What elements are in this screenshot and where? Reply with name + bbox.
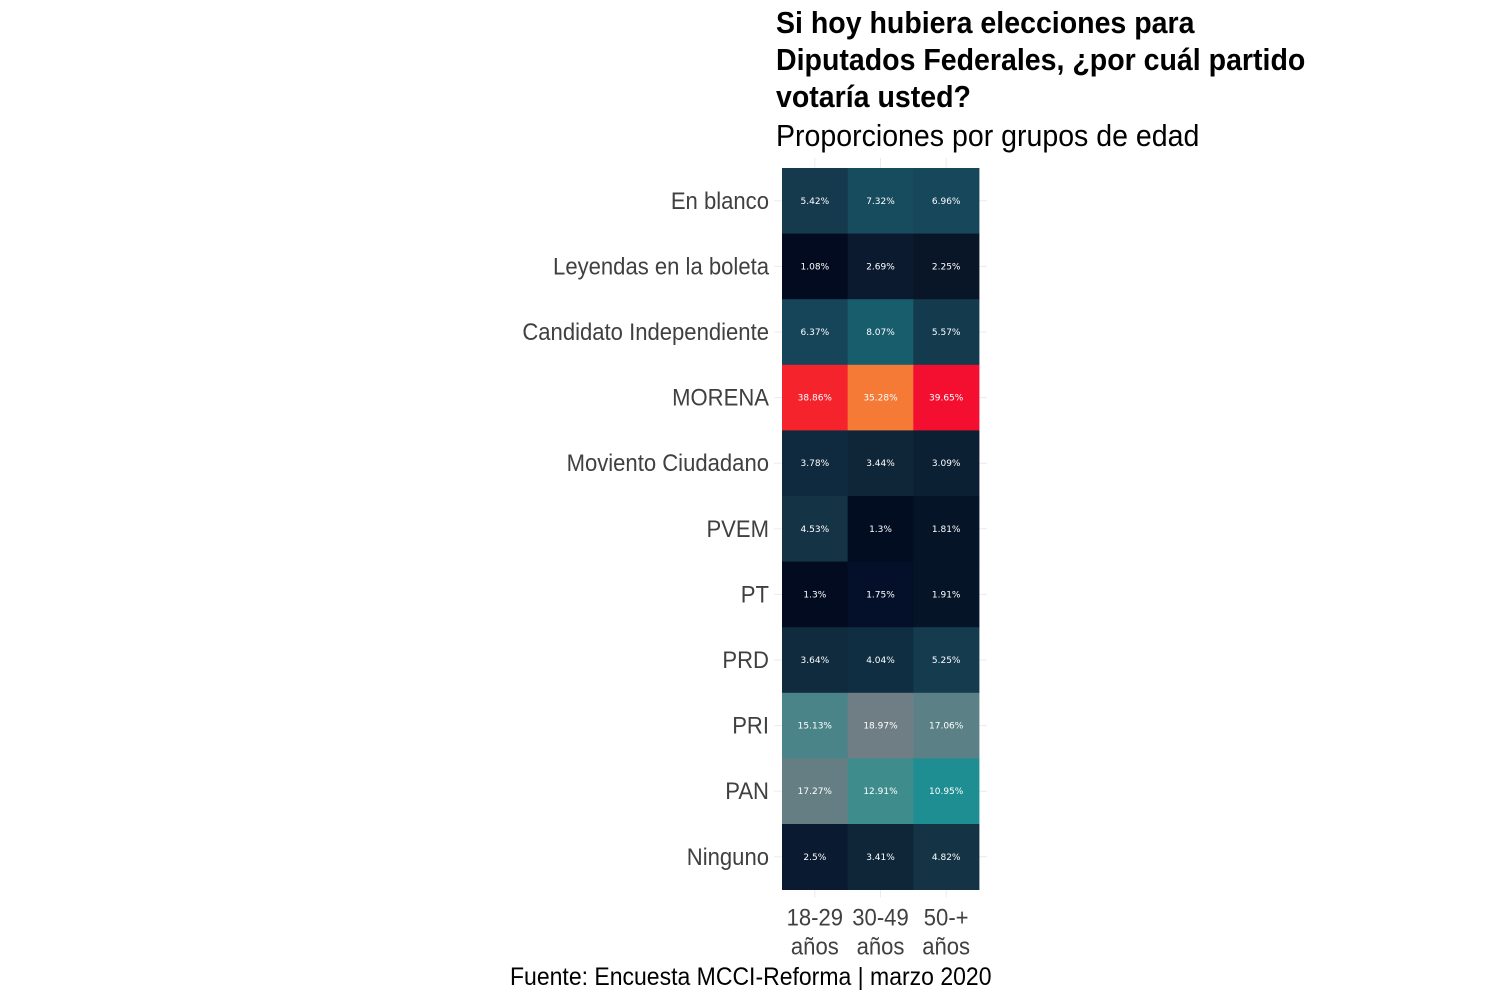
- y-axis-label: Leyendas en la boleta: [553, 253, 769, 280]
- y-axis-label: PRD: [722, 646, 769, 673]
- heatmap-cell: [782, 299, 849, 366]
- cell-value-label: 10.95%: [929, 787, 964, 797]
- cell-value-label: 6.37%: [801, 328, 830, 338]
- heatmap-cell: [847, 824, 914, 890]
- heatmap-cell: [782, 364, 849, 431]
- cell-value-label: 5.57%: [932, 328, 961, 338]
- cell-value-label: 7.32%: [866, 197, 895, 207]
- y-axis-label: MORENA: [672, 384, 769, 411]
- cell-value-label: 3.78%: [801, 459, 830, 469]
- heatmap-cell: [782, 692, 849, 759]
- y-axis-label: Moviento Ciudadano: [567, 449, 769, 476]
- x-axis-label: años: [791, 933, 839, 960]
- x-axis-label: 50-+: [924, 904, 969, 931]
- heatmap-cell: [847, 692, 914, 759]
- cell-value-label: 3.41%: [866, 853, 895, 863]
- chart-subtitle: Proporciones por grupos de edad: [776, 118, 1200, 153]
- cell-value-label: 4.53%: [801, 525, 830, 535]
- cell-value-label: 1.3%: [803, 590, 826, 600]
- cell-value-label: 15.13%: [798, 722, 833, 732]
- heatmap-cell: [782, 627, 849, 694]
- y-axis-label: PVEM: [706, 515, 769, 542]
- heatmap-cell: [782, 233, 849, 300]
- y-axis-label: PRI: [732, 712, 769, 739]
- heatmap-cell: [913, 430, 980, 497]
- heatmap-cell: [913, 692, 980, 759]
- heatmap-cell: [913, 824, 980, 890]
- heatmap-cell: [847, 561, 914, 628]
- cell-value-label: 1.75%: [866, 590, 895, 600]
- cell-value-label: 1.81%: [932, 525, 961, 535]
- heatmap-cell: [782, 496, 849, 562]
- heatmap-cell: [782, 758, 849, 825]
- heatmap-cell: [847, 430, 914, 497]
- heatmap-cell: [847, 627, 914, 694]
- cell-value-label: 35.28%: [863, 394, 898, 404]
- heatmap-cell: [913, 496, 980, 562]
- heatmap-cell: [913, 758, 980, 825]
- cell-value-label: 4.82%: [932, 853, 961, 863]
- heatmap-cell: [913, 364, 980, 431]
- heatmap-cell: [847, 299, 914, 366]
- cell-value-label: 17.06%: [929, 722, 964, 732]
- cell-value-label: 4.04%: [866, 656, 895, 666]
- cell-value-label: 38.86%: [798, 394, 833, 404]
- heatmap-cell: [782, 824, 849, 890]
- heatmap-cell: [847, 233, 914, 300]
- x-axis-label: años: [922, 933, 970, 960]
- cell-value-label: 3.09%: [932, 459, 961, 469]
- heatmap-cell: [782, 168, 849, 234]
- cell-value-label: 6.96%: [932, 197, 961, 207]
- cell-value-label: 1.91%: [932, 590, 961, 600]
- cell-value-label: 18.97%: [863, 722, 898, 732]
- heatmap-cell: [913, 299, 980, 366]
- cell-value-label: 5.42%: [801, 197, 830, 207]
- heatmap-cell: [847, 496, 914, 562]
- y-axis-label: PT: [741, 581, 769, 608]
- chart-title: Si hoy hubiera elecciones para Diputados…: [776, 5, 1306, 114]
- x-axis-label: 18-29: [787, 904, 843, 931]
- cell-value-label: 12.91%: [863, 787, 898, 797]
- cell-value-label: 2.5%: [803, 853, 826, 863]
- x-axis-label: 30-49: [852, 904, 908, 931]
- heatmap-cell: [913, 561, 980, 628]
- heatmap-cell: [782, 430, 849, 497]
- y-axis-label: En blanco: [671, 187, 769, 214]
- chart-caption: Fuente: Encuesta MCCI-Reforma | marzo 20…: [510, 963, 992, 991]
- heatmap-cell: [913, 627, 980, 694]
- y-axis-label: Candidato Independiente: [522, 318, 769, 345]
- cell-value-label: 1.08%: [801, 262, 830, 272]
- cell-value-label: 1.3%: [869, 525, 892, 535]
- cell-value-label: 2.69%: [866, 262, 895, 272]
- heatmap-cell: [847, 758, 914, 825]
- cell-value-label: 3.64%: [801, 656, 830, 666]
- cell-value-label: 3.44%: [866, 459, 895, 469]
- heatmap-cell: [847, 168, 914, 234]
- heatmap-cell: [913, 233, 980, 300]
- cell-value-label: 2.25%: [932, 262, 961, 272]
- cell-value-label: 17.27%: [798, 787, 833, 797]
- cell-value-label: 5.25%: [932, 656, 961, 666]
- heatmap-cell: [847, 364, 914, 431]
- y-axis-label: Ninguno: [687, 843, 769, 870]
- heatmap-cell: [913, 168, 980, 234]
- x-axis-label: años: [857, 933, 905, 960]
- cell-value-label: 39.65%: [929, 394, 964, 404]
- heatmap-cell: [782, 561, 849, 628]
- cell-value-label: 8.07%: [866, 328, 895, 338]
- y-axis-label: PAN: [725, 777, 769, 804]
